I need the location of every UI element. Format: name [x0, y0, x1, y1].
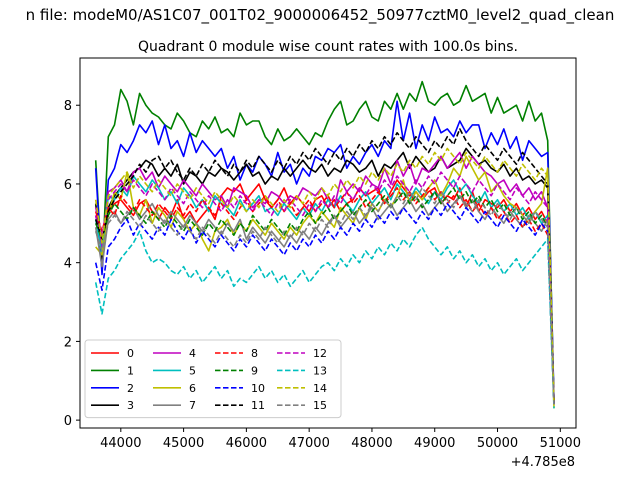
legend-label-1: 1	[127, 364, 134, 377]
legend-label-4: 4	[189, 347, 196, 360]
legend-label-14: 14	[313, 382, 327, 395]
y-axis: 0 2 4 6 8	[64, 99, 80, 429]
y-tick-label: 2	[64, 335, 72, 350]
x-tick-label: 50000	[477, 436, 518, 451]
series-line-2	[94, 100, 555, 401]
legend-label-2: 2	[127, 382, 134, 395]
series-line-8	[94, 187, 555, 401]
y-tick-label: 8	[64, 99, 72, 114]
series-line-1	[94, 80, 555, 405]
x-tick-label: 51000	[540, 436, 581, 451]
plot-frame	[79, 57, 577, 429]
y-tick-label: 6	[64, 178, 72, 193]
x-offset-label: +4.785e8	[511, 455, 575, 470]
y-tick-label: 4	[64, 257, 72, 272]
x-tick-label: 48000	[351, 436, 392, 451]
x-axis: 44000 45000 46000 47000 48000 49000 50000 51000	[100, 428, 581, 451]
legend-label-9: 9	[251, 364, 258, 377]
legend-label-13: 13	[313, 364, 327, 377]
x-tick-label: 49000	[414, 436, 455, 451]
x-tick-label: 46000	[226, 436, 267, 451]
x-tick-label: 44000	[100, 436, 141, 451]
series-line-14	[94, 147, 555, 405]
series-line-5	[94, 175, 555, 405]
legend-label-6: 6	[189, 382, 196, 395]
series-layer	[94, 80, 555, 409]
legend-label-3: 3	[127, 399, 134, 412]
series-line-11	[94, 128, 555, 405]
legend-label-12: 12	[313, 347, 327, 360]
chart-title: Quadrant 0 module wise count rates with …	[138, 39, 518, 55]
legend-label-11: 11	[251, 399, 265, 412]
x-tick-label: 45000	[163, 436, 204, 451]
series-line-13	[94, 226, 555, 409]
legend-label-0: 0	[127, 347, 134, 360]
legend-label-8: 8	[251, 347, 258, 360]
series-line-12	[94, 171, 555, 405]
series-line-4	[94, 151, 555, 405]
legend-label-7: 7	[189, 399, 196, 412]
series-line-6	[95, 155, 555, 409]
series-line-9	[94, 187, 555, 405]
series-line-7	[94, 195, 555, 405]
x-tick-label: 47000	[288, 436, 329, 451]
legend-label-15: 15	[313, 399, 327, 412]
legend-box	[84, 339, 342, 419]
series-line-15	[94, 187, 555, 405]
figure-suptitle: n file: modeM0/AS1C07_001T02_9000006452_…	[26, 6, 615, 25]
y-tick-label: 0	[64, 414, 72, 429]
legend-label-10: 10	[251, 382, 265, 395]
legend-label-5: 5	[189, 364, 196, 377]
series-line-10	[94, 202, 555, 405]
